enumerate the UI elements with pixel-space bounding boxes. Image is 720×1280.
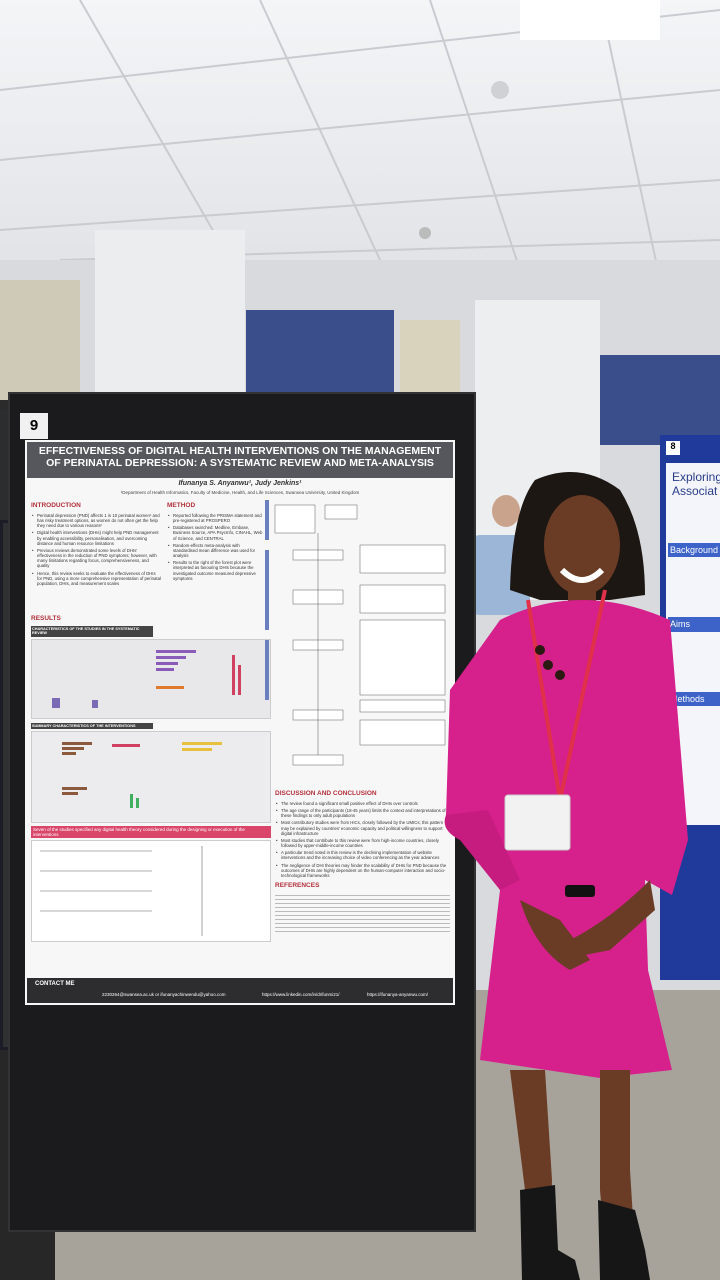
bullet-list: Reported following the PRISMA statement …	[167, 513, 265, 581]
section-heading-list: Background Aims Methods	[666, 483, 720, 707]
presenter	[444, 472, 688, 1280]
section-heading: INTRODUCTION	[31, 502, 81, 509]
bullet: Reported following the PRISMA statement …	[168, 513, 265, 523]
bullet: Perinatal depression (PND) affects 1 in …	[32, 513, 161, 528]
bullet: Most studies that contribute to this rev…	[276, 838, 450, 848]
window-blind	[0, 280, 80, 410]
bullet: Hence, this review seeks to evaluate the…	[32, 571, 161, 586]
highlight: Seven of the studies specified any digit…	[31, 826, 271, 839]
contact-bar: CONTACT ME 2230264@swansea.ac.uk or ifun…	[27, 978, 453, 1003]
bullet: The age range of the participants (18-45…	[276, 808, 450, 818]
bullet-list: The review found a significant small pos…	[275, 801, 450, 878]
discussion: DISCUSSION AND CONCLUSION The review fou…	[275, 790, 450, 933]
results-charts	[31, 638, 271, 719]
results: RESULTS CHARACTERISTICS OF THE STUDIES I…	[31, 615, 271, 943]
bullet: Most contributory studies were from HICs…	[276, 820, 450, 835]
section-heading: REFERENCES	[275, 882, 320, 890]
bullet: A particular trend noted in this review …	[276, 850, 450, 860]
poster-number: 8	[666, 441, 680, 455]
bullet: The review found a significant small pos…	[276, 801, 450, 806]
email: 2230264@swansea.ac.uk or ifunanyachinwen…	[102, 992, 226, 997]
section-heading: METHOD	[167, 502, 196, 509]
subheading: SUMMARY CHARACTERISTICS OF THE INTERVENT…	[31, 722, 153, 730]
website: https://ifunanya-anyanwu.com/	[367, 992, 429, 997]
ceiling-grid	[0, 0, 720, 281]
linkedin: https://www.linkedin.com/in/drifunmi21/	[262, 992, 340, 997]
intervention-charts	[31, 731, 271, 824]
bullet: Previous reviews demonstrated some level…	[32, 548, 161, 569]
authors: Ifunanya S. Anyanwu¹, Judy Jenkins¹	[178, 480, 302, 487]
method: METHOD Reported following the PRISMA sta…	[167, 502, 265, 583]
bullet-list: Perinatal depression (PND) affects 1 in …	[31, 513, 161, 586]
bullet: The negligence of DHI theories may hinde…	[276, 863, 450, 878]
bullet: Random-effects meta-analysis with standa…	[168, 543, 265, 558]
prisma-flowchart	[265, 500, 446, 766]
bullet: Digital health interventions (DHIs) migh…	[32, 530, 161, 545]
subheading: CHARACTERISTICS OF THE STUDIES IN THE SY…	[31, 626, 153, 637]
poster-title: Exploring Associat	[672, 470, 720, 498]
blue-panel	[246, 310, 394, 400]
section-heading: Methods	[668, 691, 720, 707]
title-band: EFFECTIVENESS OF DIGITAL HEALTH INTERVEN…	[27, 442, 453, 478]
poster: EFFECTIVENESS OF DIGITAL HEALTH INTERVEN…	[25, 440, 455, 1005]
forest-plot	[31, 840, 271, 943]
affiliation: ¹Department of Health Informatics, Facul…	[120, 490, 360, 495]
bullet: Results to the right of the forest plot …	[168, 560, 265, 581]
poster-number: 9	[20, 413, 48, 439]
bullet: Databases searched: Medline, Embase, Bus…	[168, 525, 265, 540]
section-heading: Background	[668, 543, 720, 558]
blue-panel	[600, 355, 720, 445]
introduction: INTRODUCTION Perinatal depression (PND) …	[31, 502, 161, 588]
reference-list	[275, 892, 450, 933]
section-heading: RESULTS	[31, 615, 61, 622]
window-blind	[400, 320, 460, 400]
poster-title: EFFECTIVENESS OF DIGITAL HEALTH INTERVEN…	[38, 445, 442, 470]
pillar	[95, 230, 245, 400]
section-heading: Aims	[668, 617, 720, 632]
contact-heading: CONTACT ME	[35, 981, 75, 987]
section-heading: DISCUSSION AND CONCLUSION	[275, 790, 377, 797]
